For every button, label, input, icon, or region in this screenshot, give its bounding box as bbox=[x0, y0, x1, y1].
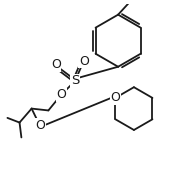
Text: O: O bbox=[110, 91, 120, 104]
Text: O: O bbox=[51, 58, 61, 71]
Text: O: O bbox=[79, 55, 89, 68]
Text: S: S bbox=[71, 74, 80, 87]
Text: O: O bbox=[56, 88, 66, 101]
Text: O: O bbox=[35, 119, 45, 132]
